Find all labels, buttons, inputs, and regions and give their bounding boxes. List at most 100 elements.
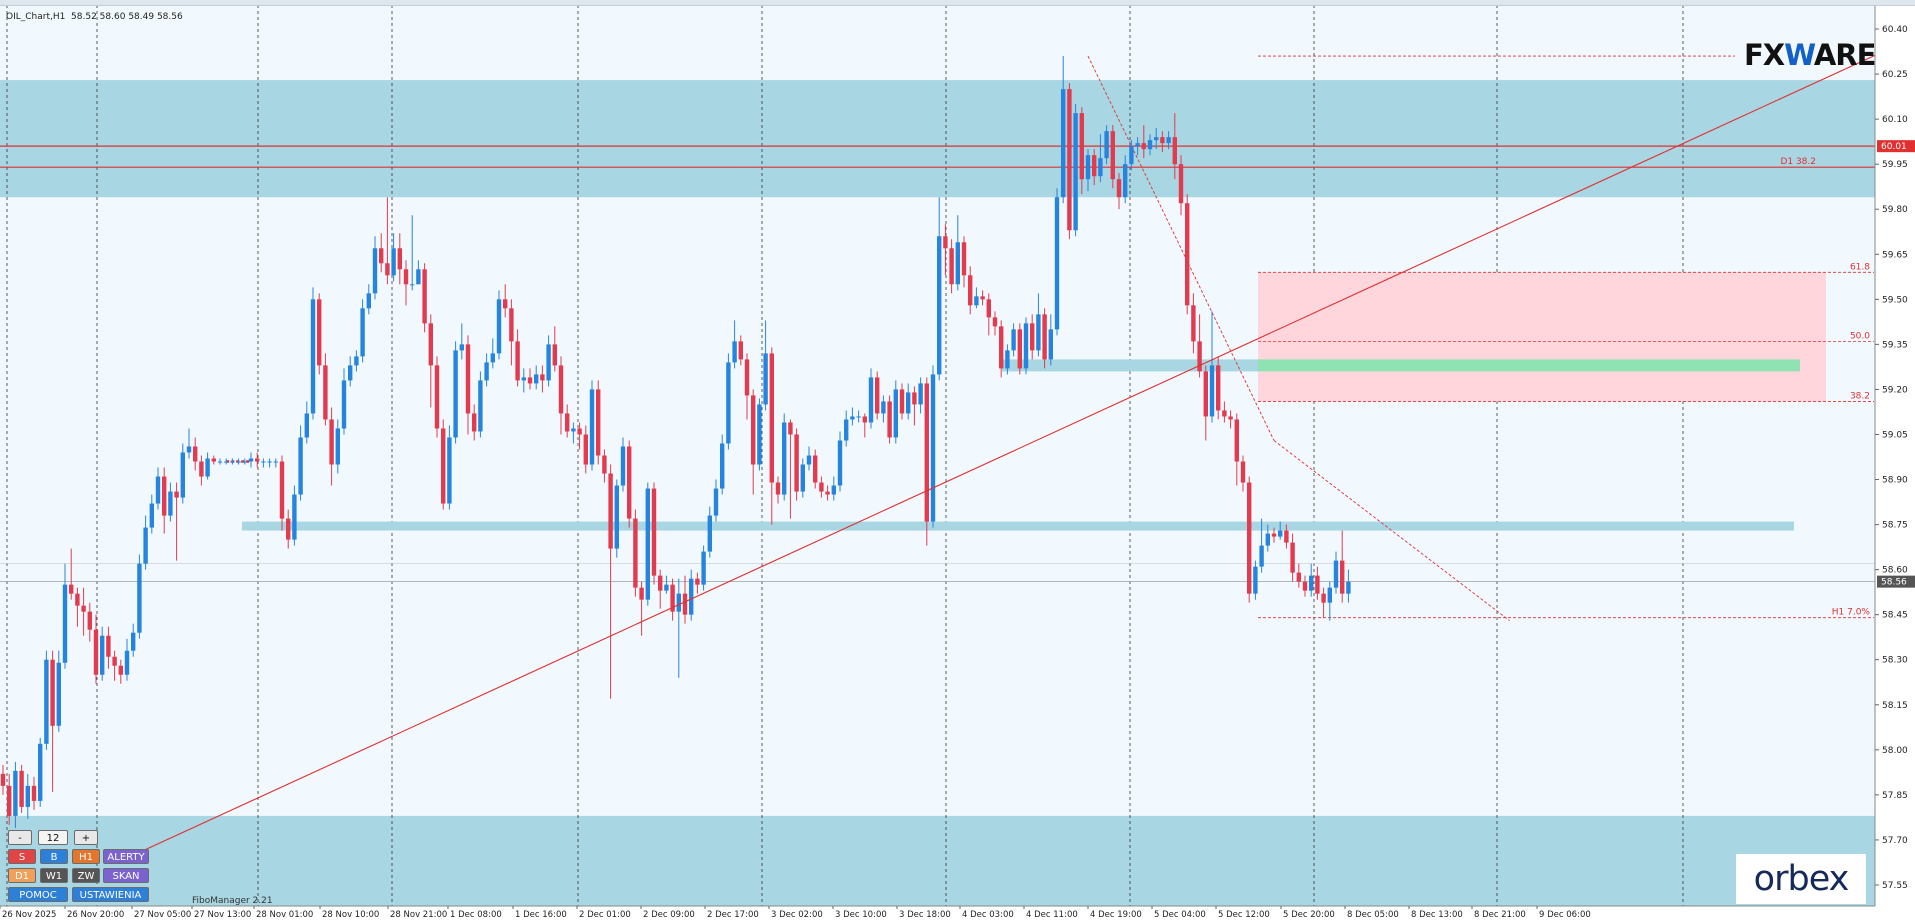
candle-body-119 <box>738 341 743 360</box>
candle-body-146 <box>906 392 911 414</box>
candle-body-66 <box>410 284 415 286</box>
w1-button[interactable]: W1 <box>40 868 68 883</box>
x-tick-label-11: 2 Dec 17:00 <box>707 910 759 920</box>
candle-body-38 <box>236 461 241 463</box>
candle-body-11 <box>69 584 74 594</box>
candle-body-163 <box>1011 329 1016 351</box>
orbex-logo: orbex <box>1736 854 1866 904</box>
settings-button[interactable]: USTAWIENIA <box>72 887 149 902</box>
candle-body-113 <box>701 551 706 585</box>
y-tick-label-17: 57.85 <box>1882 791 1908 801</box>
candle-body-147 <box>912 392 917 405</box>
y-tick-label-8: 59.20 <box>1882 385 1908 395</box>
candle-body-62 <box>385 263 390 276</box>
decrease-button[interactable]: - <box>8 830 32 845</box>
candle-body-129 <box>800 464 805 492</box>
candle-body-19 <box>118 665 123 675</box>
candle-body-120 <box>744 359 750 396</box>
candle-body-114 <box>707 515 712 552</box>
candle-body-170 <box>1054 197 1060 330</box>
zone-0 <box>0 80 1875 198</box>
y-tick-label-19: 57.55 <box>1882 881 1908 891</box>
candle-body-195 <box>1209 365 1215 417</box>
zw-button[interactable]: ZW <box>72 868 100 883</box>
indicator-label: FiboManager 2.21 <box>192 896 273 906</box>
candle-body-42 <box>261 461 266 463</box>
candle-body-127 <box>788 422 793 435</box>
candle-body-92 <box>571 428 576 432</box>
help-button[interactable]: POMOC <box>8 887 68 902</box>
candle-body-50 <box>310 299 316 414</box>
candle-body-149 <box>924 383 929 522</box>
increase-button[interactable]: + <box>74 830 98 845</box>
candle-body-41 <box>255 458 260 462</box>
candle-body-69 <box>428 323 433 366</box>
candle-body-21 <box>131 632 136 651</box>
x-tick-label-7: 1 Dec 08:00 <box>450 910 502 920</box>
candle-body-193 <box>1197 341 1202 372</box>
candle-body-10 <box>62 584 68 663</box>
y-tick-label-2: 60.10 <box>1882 115 1908 125</box>
candle-body-29 <box>180 452 185 498</box>
candle-body-137 <box>850 416 855 420</box>
x-tick-label-3: 27 Nov 13:00 <box>194 910 251 920</box>
chart-title: OIL_Chart,H1 58.52 58.60 58.49 58.56 <box>6 12 183 22</box>
h1-button[interactable]: H1 <box>72 849 100 864</box>
candle-body-199 <box>1234 419 1239 462</box>
candle-body-159 <box>986 299 991 318</box>
candle-body-14 <box>87 611 92 630</box>
period-value[interactable]: 12 <box>38 830 68 845</box>
candle-body-166 <box>1030 323 1035 351</box>
candle-body-143 <box>887 401 892 438</box>
candle-body-154 <box>955 242 960 285</box>
scan-button[interactable]: SKAN <box>103 868 149 883</box>
candle-body-130 <box>806 455 812 465</box>
candle-body-171 <box>1061 89 1066 198</box>
alerts-button[interactable]: ALERTY <box>103 849 149 864</box>
price-axis <box>1875 0 1915 920</box>
candle-body-101 <box>627 446 632 519</box>
x-tick-label-10: 2 Dec 09:00 <box>643 910 695 920</box>
sell-button[interactable]: S <box>8 849 36 864</box>
candle-body-181 <box>1123 164 1128 198</box>
band-2 <box>1258 359 1800 372</box>
candle-body-104 <box>645 488 650 600</box>
candle-body-123 <box>763 353 768 405</box>
buy-button[interactable]: B <box>40 849 68 864</box>
y-tick-label-13: 58.45 <box>1882 611 1908 621</box>
candle-body-160 <box>992 317 998 327</box>
y-tick-label-5: 59.65 <box>1882 250 1908 260</box>
x-tick-label-17: 4 Dec 19:00 <box>1090 910 1142 920</box>
candle-body-83 <box>515 341 520 381</box>
candle-body-153 <box>949 248 954 285</box>
candle-body-74 <box>459 344 464 351</box>
candle-body-56 <box>348 365 353 381</box>
x-tick-label-9: 2 Dec 01:00 <box>579 910 631 920</box>
candle-body-164 <box>1017 329 1022 369</box>
candle-body-31 <box>193 446 198 462</box>
candle-body-2 <box>13 770 18 816</box>
candle-body-206 <box>1278 530 1283 537</box>
candle-body-165 <box>1023 323 1029 369</box>
y-tick-label-4: 59.80 <box>1882 205 1908 215</box>
candle-body-63 <box>391 248 396 276</box>
candle-body-174 <box>1079 113 1084 180</box>
candle-body-179 <box>1110 131 1115 180</box>
candle-body-25 <box>155 476 161 504</box>
y-tick-label-3: 59.95 <box>1882 160 1908 170</box>
d1-button[interactable]: D1 <box>8 868 36 883</box>
y-tick-label-9: 59.05 <box>1882 430 1908 440</box>
candle-body-76 <box>472 413 477 432</box>
y-tick-label-10: 58.90 <box>1882 476 1908 486</box>
candle-body-139 <box>862 416 867 423</box>
candle-body-68 <box>422 269 427 324</box>
candle-body-156 <box>968 275 973 306</box>
candle-body-53 <box>329 419 334 465</box>
candle-body-183 <box>1135 143 1140 147</box>
candle-body-96 <box>596 389 601 456</box>
candle-body-23 <box>143 527 148 564</box>
candle-body-80 <box>496 299 502 354</box>
x-tick-label-24: 9 Dec 06:00 <box>1539 910 1591 920</box>
